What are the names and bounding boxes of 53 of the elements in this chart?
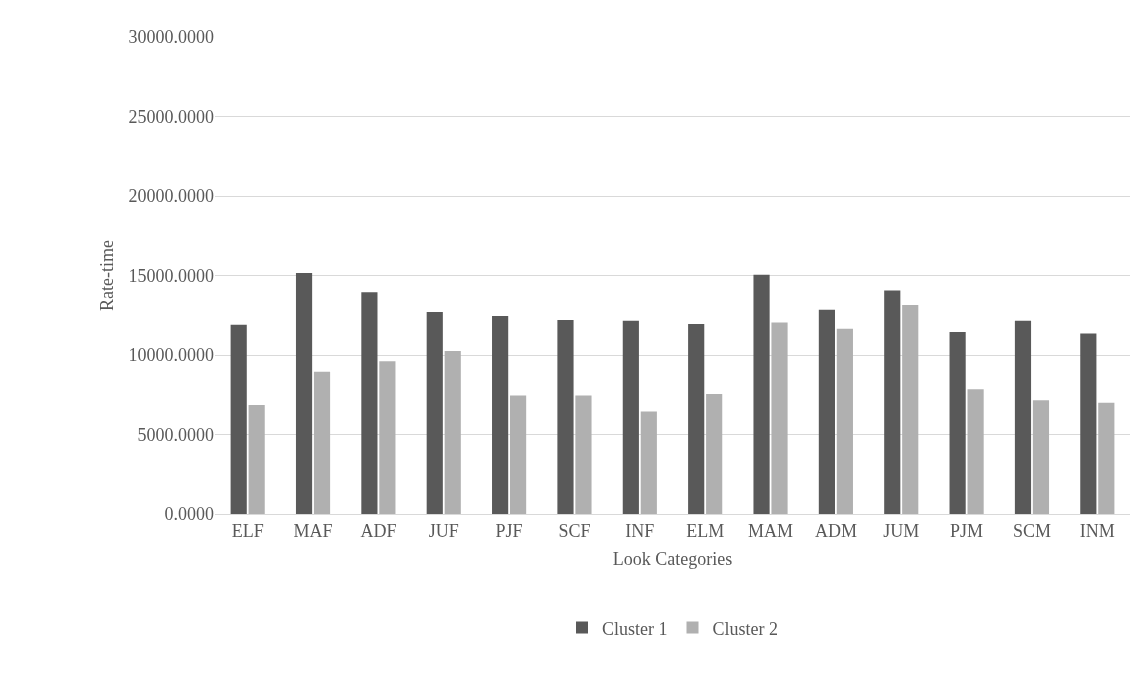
bar <box>248 405 265 514</box>
bar <box>510 395 527 514</box>
x-tick-label: ADM <box>814 520 857 541</box>
x-tick-label: PJM <box>950 520 984 541</box>
y-tick-label: 5000.0000 <box>137 424 214 445</box>
y-tick-label: 0.0000 <box>164 504 214 525</box>
y-tick-label: 20000.0000 <box>128 186 214 207</box>
bar <box>492 316 509 514</box>
bar <box>444 351 461 514</box>
bar <box>361 292 378 514</box>
bar <box>967 389 984 514</box>
bar <box>557 320 574 514</box>
bar <box>1098 402 1115 514</box>
y-tick-label: 30000.0000 <box>128 27 214 48</box>
bar <box>902 304 919 514</box>
bar <box>771 322 788 514</box>
bar <box>688 324 705 514</box>
bar <box>836 328 853 514</box>
bar <box>753 274 770 514</box>
bar <box>949 331 966 514</box>
bar <box>1080 333 1097 514</box>
legend-label: Cluster 2 <box>712 618 778 639</box>
x-tick-label: ELF <box>231 520 264 541</box>
x-tick-label: INF <box>625 520 655 541</box>
bar <box>706 393 723 514</box>
bar <box>426 312 443 514</box>
bar <box>640 411 657 514</box>
bar <box>295 273 313 514</box>
bar <box>622 320 639 514</box>
x-tick-label: MAM <box>748 520 794 541</box>
x-tick-label: INM <box>1079 520 1115 541</box>
x-tick-label: ADF <box>360 520 397 541</box>
x-axis-title: Look Categories <box>612 548 733 569</box>
bar <box>230 324 247 514</box>
y-tick-label: 25000.0000 <box>128 106 214 127</box>
bar <box>818 309 835 514</box>
x-tick-label: SCF <box>558 520 591 541</box>
x-tick-label: MAF <box>293 520 333 541</box>
x-tick-label: SCM <box>1012 520 1051 541</box>
y-tick-label: 10000.0000 <box>128 345 214 366</box>
x-tick-label: JUM <box>883 520 920 541</box>
bar <box>313 371 331 514</box>
x-tick-label: ELM <box>686 520 725 541</box>
bar <box>379 361 396 514</box>
x-tick-label: JUF <box>428 520 459 541</box>
y-tick-label: 15000.0000 <box>128 265 214 286</box>
x-tick-label: PJF <box>495 520 523 541</box>
legend-label: Cluster 1 <box>602 618 668 639</box>
y-axis-title: Rate-time <box>96 240 117 311</box>
bar <box>575 395 592 514</box>
bar <box>1014 320 1032 514</box>
bar <box>884 290 901 514</box>
bar <box>1032 400 1050 514</box>
